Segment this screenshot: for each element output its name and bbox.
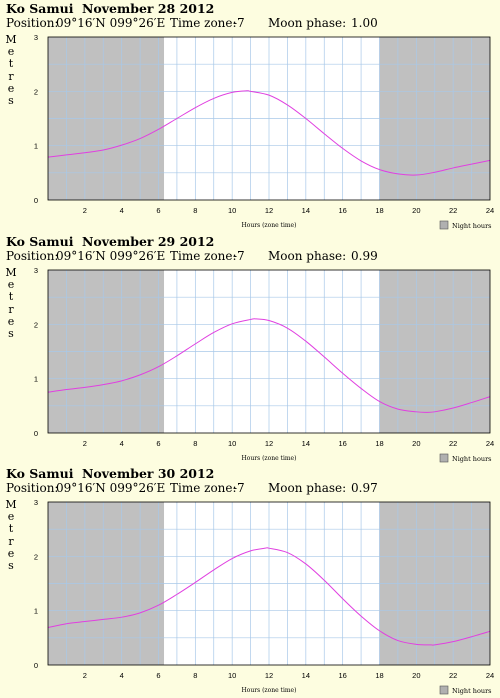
x-tick-label: 22	[449, 206, 457, 215]
x-tick-label: 22	[449, 439, 457, 448]
x-tick-label: 4	[120, 671, 124, 680]
position-value: 09°16′N 099°26′E	[56, 249, 166, 263]
x-tick-label: 16	[338, 206, 346, 215]
moon-phase-label: Moon phase:	[268, 16, 347, 30]
x-tick-label: 10	[228, 439, 236, 448]
position-value: 09°16′N 099°26′E	[56, 481, 166, 495]
x-tick-label: 8	[193, 206, 197, 215]
timezone-label: Time zone:	[170, 249, 237, 263]
x-tick-label: 24	[486, 206, 494, 215]
chart-heading: Ko Samui November 30 2012	[6, 466, 214, 481]
y-tick-label: 3	[34, 266, 38, 275]
x-tick-label: 4	[120, 439, 124, 448]
x-axis-label: Hours (zone time)	[242, 455, 297, 462]
x-tick-label: 24	[486, 671, 494, 680]
x-tick-label: 12	[265, 671, 273, 680]
x-axis-label: Hours (zone time)	[242, 687, 297, 694]
x-tick-label: 14	[302, 671, 310, 680]
moon-phase-label: Moon phase:	[268, 481, 347, 495]
position-label: Position:	[6, 249, 59, 263]
place-name: Ko Samui	[6, 1, 74, 16]
x-tick-label: 6	[156, 206, 160, 215]
tide-curve	[47, 90, 491, 176]
x-tick-label: 20	[412, 206, 420, 215]
chart-heading: Ko Samui November 29 2012	[6, 234, 214, 249]
timezone-label: Time zone:	[170, 16, 237, 30]
x-tick-label: 14	[302, 206, 310, 215]
legend-swatch	[439, 685, 449, 695]
x-tick-label: 4	[120, 206, 124, 215]
x-tick-label: 18	[375, 671, 383, 680]
x-tick-label: 2	[83, 671, 87, 680]
x-tick-label: 18	[375, 206, 383, 215]
chart-date: November 29 2012	[82, 234, 215, 249]
y-tick-label: 3	[34, 498, 38, 507]
legend-label: Night hours	[452, 222, 492, 230]
timezone-label: Time zone:	[170, 481, 237, 495]
tide-curve	[47, 318, 491, 413]
x-tick-label: 8	[193, 439, 197, 448]
y-tick-label: 3	[34, 33, 38, 42]
plot-frame	[47, 269, 491, 434]
x-tick-label: 10	[228, 671, 236, 680]
moon-phase-value: 0.97	[351, 481, 378, 495]
x-tick-label: 20	[412, 671, 420, 680]
y-tick-label: 2	[34, 87, 38, 96]
position-label: Position:	[6, 16, 59, 30]
x-tick-label: 16	[338, 671, 346, 680]
x-tick-label: 8	[193, 671, 197, 680]
moon-phase-label: Moon phase:	[268, 249, 347, 263]
place-name: Ko Samui	[6, 466, 74, 481]
y-tick-label: 1	[34, 375, 38, 384]
timezone-value: -7	[233, 249, 245, 263]
x-tick-label: 24	[486, 439, 494, 448]
x-tick-label: 6	[156, 671, 160, 680]
legend-swatch	[439, 453, 449, 463]
position-label: Position:	[6, 481, 59, 495]
y-tick-label: 0	[34, 429, 38, 438]
legend-label: Night hours	[452, 455, 492, 463]
moon-phase-value: 0.99	[351, 249, 378, 263]
tide-panel-1: Ko Samui November 28 2012 Position: 09°1…	[0, 0, 500, 232]
legend-swatch	[439, 220, 449, 230]
moon-phase-value: 1.00	[351, 16, 378, 30]
timezone-value: -7	[233, 481, 245, 495]
x-tick-label: 20	[412, 439, 420, 448]
tide-panel-2: Ko Samui November 29 2012 Position: 09°1…	[0, 233, 500, 465]
x-tick-label: 12	[265, 439, 273, 448]
x-tick-label: 16	[338, 439, 346, 448]
tide-panel-3: Ko Samui November 30 2012 Position: 09°1…	[0, 465, 500, 697]
x-tick-label: 2	[83, 439, 87, 448]
y-tick-label: 0	[34, 661, 38, 670]
position-value: 09°16′N 099°26′E	[56, 16, 166, 30]
chart-date: November 28 2012	[82, 1, 215, 16]
y-tick-label: 1	[34, 142, 38, 151]
x-tick-label: 10	[228, 206, 236, 215]
place-name: Ko Samui	[6, 234, 74, 249]
y-tick-label: 2	[34, 552, 38, 561]
x-tick-label: 2	[83, 206, 87, 215]
x-tick-label: 14	[302, 439, 310, 448]
x-tick-label: 6	[156, 439, 160, 448]
chart-heading: Ko Samui November 28 2012	[6, 1, 214, 16]
chart-date: November 30 2012	[82, 466, 215, 481]
y-tick-label: 2	[34, 320, 38, 329]
x-tick-label: 12	[265, 206, 273, 215]
x-axis-label: Hours (zone time)	[242, 222, 297, 229]
legend-label: Night hours	[452, 687, 492, 695]
x-tick-label: 22	[449, 671, 457, 680]
plot-frame	[47, 501, 491, 666]
x-tick-label: 18	[375, 439, 383, 448]
y-tick-label: 1	[34, 607, 38, 616]
timezone-value: -7	[233, 16, 245, 30]
y-tick-label: 0	[34, 196, 38, 205]
plot-frame	[47, 36, 491, 201]
tide-curve	[47, 547, 491, 646]
